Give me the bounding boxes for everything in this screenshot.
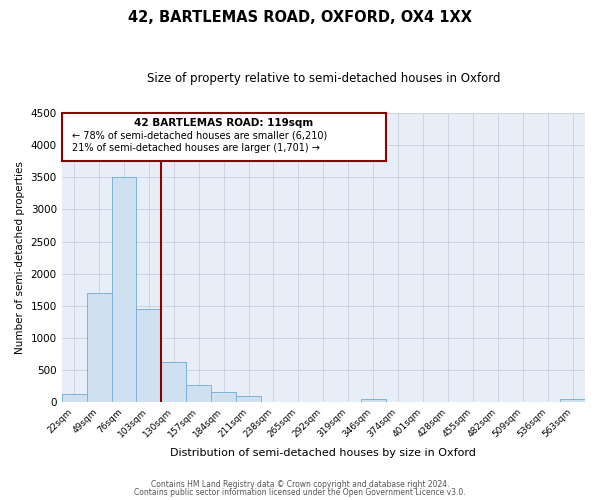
Bar	[112, 178, 136, 402]
Text: ← 78% of semi-detached houses are smaller (6,210): ← 78% of semi-detached houses are smalle…	[71, 130, 327, 140]
Bar	[361, 398, 386, 402]
Bar	[560, 398, 585, 402]
Text: Contains public sector information licensed under the Open Government Licence v3: Contains public sector information licen…	[134, 488, 466, 497]
Bar	[86, 293, 112, 402]
Bar	[236, 396, 261, 402]
Text: 21% of semi-detached houses are larger (1,701) →: 21% of semi-detached houses are larger (…	[71, 144, 320, 154]
Title: Size of property relative to semi-detached houses in Oxford: Size of property relative to semi-detach…	[146, 72, 500, 86]
Bar	[211, 392, 236, 402]
Bar	[62, 394, 86, 402]
Bar	[136, 309, 161, 402]
Text: 42 BARTLEMAS ROAD: 119sqm: 42 BARTLEMAS ROAD: 119sqm	[134, 118, 313, 128]
X-axis label: Distribution of semi-detached houses by size in Oxford: Distribution of semi-detached houses by …	[170, 448, 476, 458]
Text: Contains HM Land Registry data © Crown copyright and database right 2024.: Contains HM Land Registry data © Crown c…	[151, 480, 449, 489]
Bar	[186, 385, 211, 402]
Text: 42, BARTLEMAS ROAD, OXFORD, OX4 1XX: 42, BARTLEMAS ROAD, OXFORD, OX4 1XX	[128, 10, 472, 25]
Bar	[161, 362, 186, 402]
FancyBboxPatch shape	[62, 113, 386, 161]
Y-axis label: Number of semi-detached properties: Number of semi-detached properties	[15, 161, 25, 354]
